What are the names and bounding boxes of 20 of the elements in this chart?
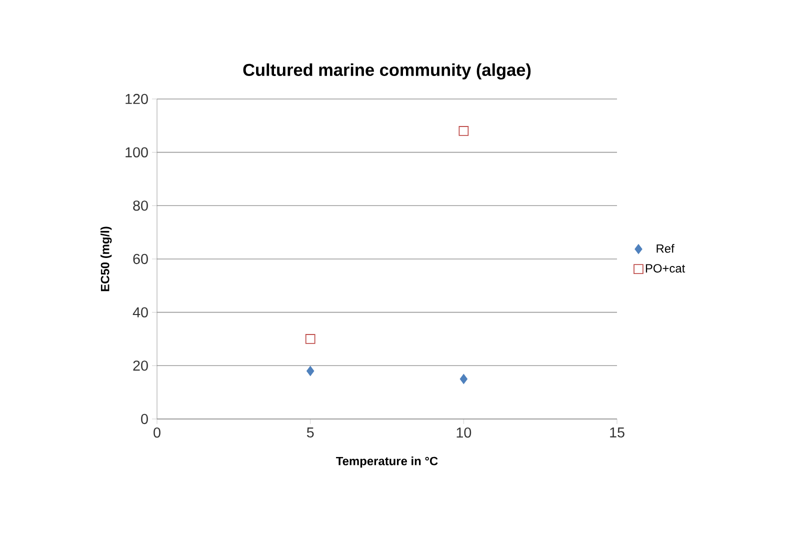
x-tick-label: 10 (456, 428, 472, 438)
y-axis-title: EC50 (mg/l) (100, 226, 112, 292)
y-tick-label: 20 (133, 360, 148, 371)
x-tick-label: 15 (610, 428, 624, 438)
point (305, 334, 316, 344)
y-tick-label: 60 (133, 254, 148, 264)
chart-title: Cultured marine community (algae) (243, 63, 531, 80)
x-axis-title: Temperature in °C (336, 456, 438, 468)
legend-label: PO+cat (646, 264, 686, 273)
y-tick-label: 80 (133, 200, 148, 211)
y-tick-label: 100 (126, 147, 148, 158)
point (460, 374, 468, 384)
y-tick-label: 120 (126, 94, 148, 104)
legend-label: Ref (656, 244, 674, 253)
point (458, 126, 469, 136)
x-tick-label: 5 (306, 428, 314, 438)
point (306, 366, 314, 376)
y-tick-label: 0 (141, 414, 148, 424)
x-tick-label: 0 (154, 428, 160, 438)
y-tick-label: 40 (132, 307, 148, 318)
